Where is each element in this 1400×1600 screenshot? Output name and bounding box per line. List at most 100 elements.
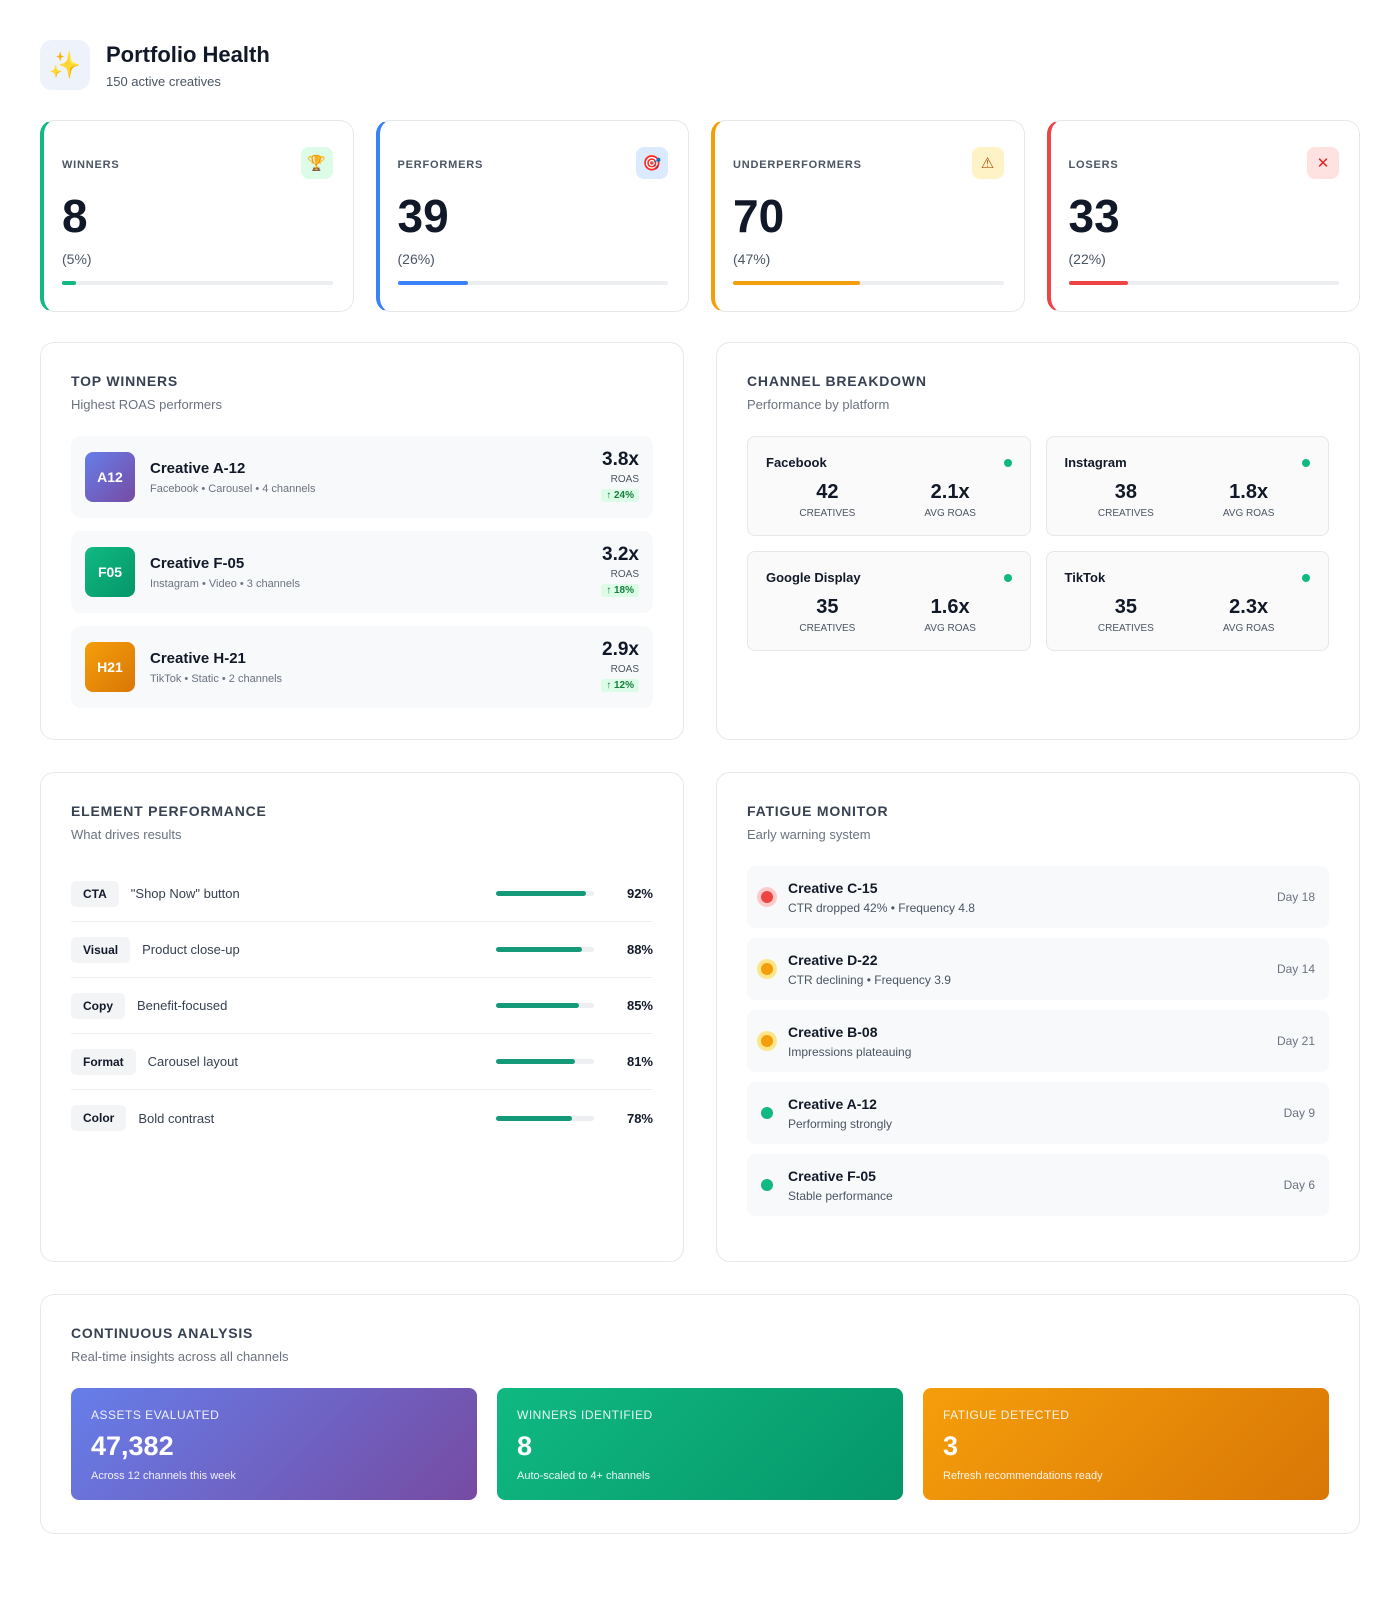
channel-avg-roas: 1.8x — [1229, 481, 1269, 503]
analysis-label: ASSETS EVALUATED — [91, 1408, 220, 1422]
fatigue-row[interactable]: Creative A-12 Performing strongly Day 9 — [747, 1082, 1329, 1144]
creative-meta: Instagram • Video • 3 channels — [150, 577, 300, 590]
element-tag: Copy — [71, 992, 125, 1019]
channel-card-tiktok[interactable]: TikTok 35 CREATIVES 2.3x AVG ROAS — [1045, 551, 1329, 651]
fatigue-day: Day 14 — [1276, 962, 1315, 976]
sparkles-icon: ✨ — [40, 40, 90, 90]
stat-value: 39 — [397, 190, 449, 242]
status-dot-icon — [761, 891, 773, 903]
status-dot-icon — [761, 1179, 773, 1191]
element-score-fill — [496, 1059, 576, 1064]
element-score-track — [496, 947, 594, 952]
roas-delta-badge: ↑ 24% — [601, 489, 639, 502]
trophy-icon: 🏆 — [300, 147, 333, 179]
continuous-analysis-panel: CONTINUOUS ANALYSIS Real-time insights a… — [40, 1294, 1360, 1534]
element-row: Visual Product close-up 88% — [71, 922, 653, 978]
channel-creatives-count: 35 — [1114, 596, 1137, 618]
element-score: 88% — [626, 942, 653, 957]
analysis-card-assets-evaluated[interactable]: ASSETS EVALUATED 47,382 Across 12 channe… — [71, 1388, 477, 1500]
element-description: Benefit-focused — [137, 998, 228, 1013]
channel-card-google-display[interactable]: Google Display 35 CREATIVES 1.6x AVG ROAS — [747, 551, 1031, 651]
stat-progress-track — [397, 281, 668, 285]
channel-grid: Facebook 42 CREATIVES 2.1x AVG ROAS Instag… — [747, 436, 1329, 651]
roas-delta-badge: ↑ 18% — [601, 584, 639, 597]
page-title: Portfolio Health — [106, 41, 270, 67]
element-score: 92% — [626, 886, 653, 901]
roas-value: 2.9x — [602, 639, 639, 660]
fatigue-description: CTR declining • Frequency 3.9 — [788, 972, 951, 987]
fatigue-list: Creative C-15 CTR dropped 42% • Frequenc… — [747, 866, 1329, 1216]
winner-row[interactable]: F05 Creative F-05 Instagram • Video • 3 … — [71, 531, 653, 613]
element-score-fill — [496, 1003, 580, 1008]
fatigue-day: Day 21 — [1276, 1034, 1315, 1048]
page-header: ✨ Portfolio Health 150 active creatives — [40, 40, 270, 90]
stat-card-winners[interactable]: WINNERS 🏆 8 (5%) — [40, 120, 354, 312]
stat-progress-track — [733, 281, 1004, 285]
stat-progress-fill — [733, 281, 861, 285]
element-performance-panel: ELEMENT PERFORMANCE What drives results … — [40, 772, 684, 1262]
channel-card-instagram[interactable]: Instagram 38 CREATIVES 1.8x AVG ROAS — [1045, 436, 1329, 536]
channel-card-facebook[interactable]: Facebook 42 CREATIVES 2.1x AVG ROAS — [747, 436, 1031, 536]
creative-name: Creative A-12 — [788, 1095, 877, 1112]
status-dot-icon — [1003, 459, 1012, 467]
element-row: CTA "Shop Now" button 92% — [71, 866, 653, 922]
target-icon: 🎯 — [636, 147, 668, 179]
element-score-fill — [496, 891, 587, 896]
stat-label: PERFORMERS — [397, 159, 484, 171]
close-icon: ✕ — [1307, 147, 1339, 179]
channel-avg-roas: 1.6x — [930, 596, 970, 618]
analysis-card-winners-identified[interactable]: WINNERS IDENTIFIED 8 Auto-scaled to 4+ c… — [497, 1388, 903, 1500]
creative-name: Creative A-12 — [150, 459, 246, 477]
fatigue-row[interactable]: Creative B-08 Impressions plateauing Day… — [747, 1010, 1329, 1072]
stat-value: 8 — [62, 190, 88, 242]
fatigue-day: Day 6 — [1283, 1178, 1315, 1192]
channel-creatives-label: CREATIVES — [1097, 508, 1154, 519]
channel-creatives-count: 42 — [816, 481, 839, 503]
top-winners-panel: TOP WINNERS Highest ROAS performers A12 … — [40, 342, 684, 740]
creative-name: Creative D-22 — [788, 951, 878, 968]
element-tag: Format — [71, 1048, 136, 1075]
winner-row[interactable]: A12 Creative A-12 Facebook • Carousel • … — [71, 436, 653, 518]
channel-avg-roas: 2.1x — [930, 481, 970, 503]
fatigue-row[interactable]: Creative D-22 CTR declining • Frequency … — [747, 938, 1329, 1000]
channel-creatives-label: CREATIVES — [1097, 623, 1154, 634]
panel-title: TOP WINNERS — [71, 373, 179, 389]
panel-title: ELEMENT PERFORMANCE — [71, 803, 267, 819]
fatigue-row[interactable]: Creative C-15 CTR dropped 42% • Frequenc… — [747, 866, 1329, 928]
roas-label: ROAS — [610, 664, 639, 675]
stat-progress-fill — [397, 281, 468, 285]
fatigue-row[interactable]: Creative F-05 Stable performance Day 6 — [747, 1154, 1329, 1216]
stat-progress-fill — [1068, 281, 1128, 285]
channel-name: Google Display — [766, 570, 861, 585]
stat-percentage: (5%) — [62, 251, 92, 267]
analysis-card-fatigue-detected[interactable]: FATIGUE DETECTED 3 Refresh recommendatio… — [923, 1388, 1329, 1500]
element-score-fill — [496, 947, 583, 952]
element-description: Carousel layout — [147, 1054, 238, 1069]
status-dot-icon — [761, 963, 773, 975]
element-description: Product close-up — [142, 942, 240, 957]
panel-subtitle: What drives results — [71, 827, 182, 842]
stat-card-performers[interactable]: PERFORMERS 🎯 39 (26%) — [375, 120, 689, 312]
analysis-value: 47,382 — [91, 1431, 174, 1461]
fatigue-day: Day 9 — [1283, 1106, 1315, 1120]
stat-card-losers[interactable]: LOSERS ✕ 33 (22%) — [1046, 120, 1360, 312]
stat-percentage: (26%) — [397, 251, 435, 267]
channel-creatives-label: CREATIVES — [799, 623, 856, 634]
stat-card-underperformers[interactable]: UNDERPERFORMERS ⚠ 70 (47%) — [711, 120, 1025, 312]
fatigue-description: Impressions plateauing — [788, 1044, 912, 1059]
fatigue-monitor-panel: FATIGUE MONITOR Early warning system Cre… — [716, 772, 1360, 1262]
channel-avg-roas: 2.3x — [1229, 596, 1269, 618]
winner-row[interactable]: H21 Creative H-21 TikTok • Static • 2 ch… — [71, 626, 653, 708]
analysis-label: WINNERS IDENTIFIED — [517, 1408, 653, 1422]
channel-avg-roas-label: AVG ROAS — [1222, 623, 1275, 634]
creative-name: Creative H-21 — [150, 649, 246, 667]
element-row: Color Bold contrast 78% — [71, 1090, 653, 1146]
channel-breakdown-panel: CHANNEL BREAKDOWN Performance by platfor… — [716, 342, 1360, 740]
stat-progress-track — [1068, 281, 1339, 285]
element-score: 78% — [626, 1110, 653, 1126]
status-dot-icon — [1302, 574, 1310, 582]
element-score-track — [496, 1003, 594, 1008]
panel-subtitle: Early warning system — [747, 827, 871, 842]
status-dot-icon — [1302, 459, 1310, 467]
warning-icon: ⚠ — [971, 147, 1004, 179]
